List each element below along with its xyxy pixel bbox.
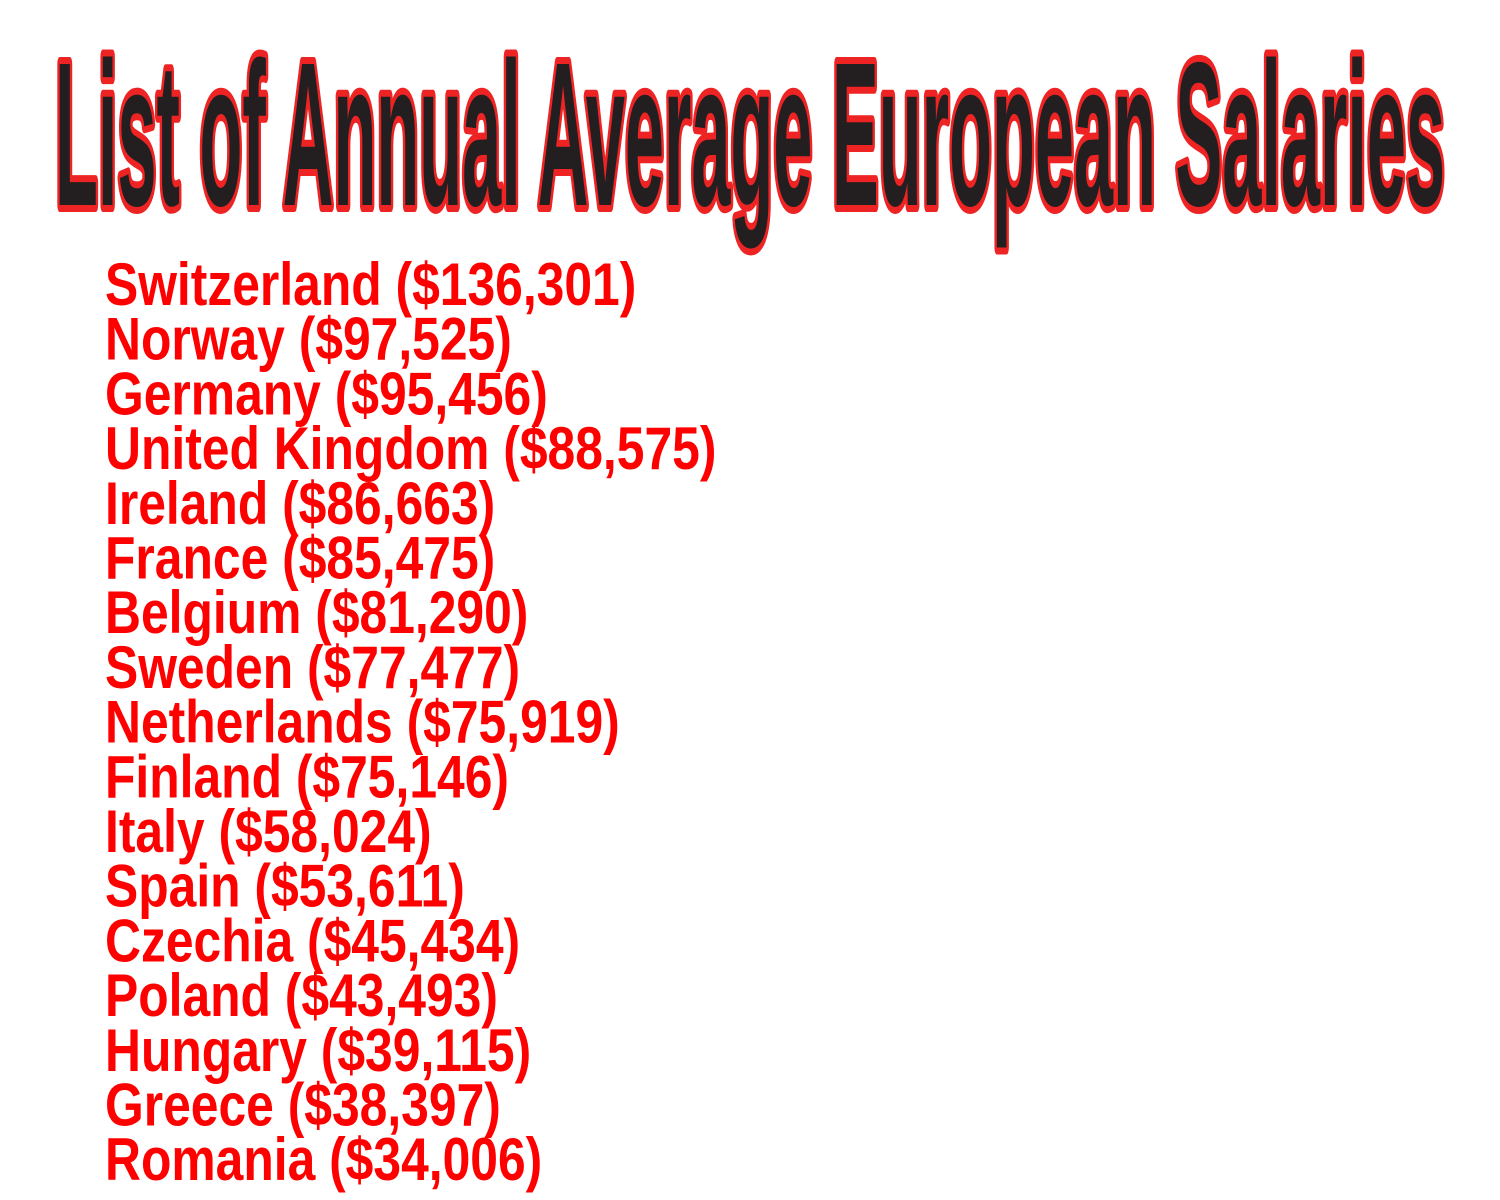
salary-item: Norway ($97,525) (105, 305, 512, 372)
salary-item: Sweden ($77,477) (105, 633, 520, 700)
salary-item: Poland ($43,493) (105, 962, 498, 1029)
salary-item: Ireland ($86,663) (105, 469, 495, 536)
salary-item: Hungary ($39,115) (105, 1016, 531, 1083)
salary-item: Greece ($38,397) (105, 1071, 501, 1138)
salary-item: France ($85,475) (105, 524, 495, 591)
salary-item: United Kingdom ($88,575) (105, 415, 716, 482)
salary-item: Romania ($34,006) (105, 1126, 542, 1193)
title: List of Annual Average European Salaries (55, 20, 1445, 249)
salary-item: Finland ($75,146) (105, 743, 509, 810)
salary-item: Spain ($53,611) (105, 852, 465, 919)
salary-item: Netherlands ($75,919) (105, 688, 620, 755)
salary-item: Czechia ($45,434) (105, 907, 520, 974)
salary-item: Belgium ($81,290) (105, 579, 528, 646)
salary-item: Italy ($58,024) (105, 798, 432, 865)
salary-list: Switzerland ($136,301)Norway ($97,525)Ge… (105, 251, 716, 1194)
salary-item: Switzerland ($136,301) (105, 251, 636, 318)
salary-item: Germany ($95,456) (105, 360, 548, 427)
